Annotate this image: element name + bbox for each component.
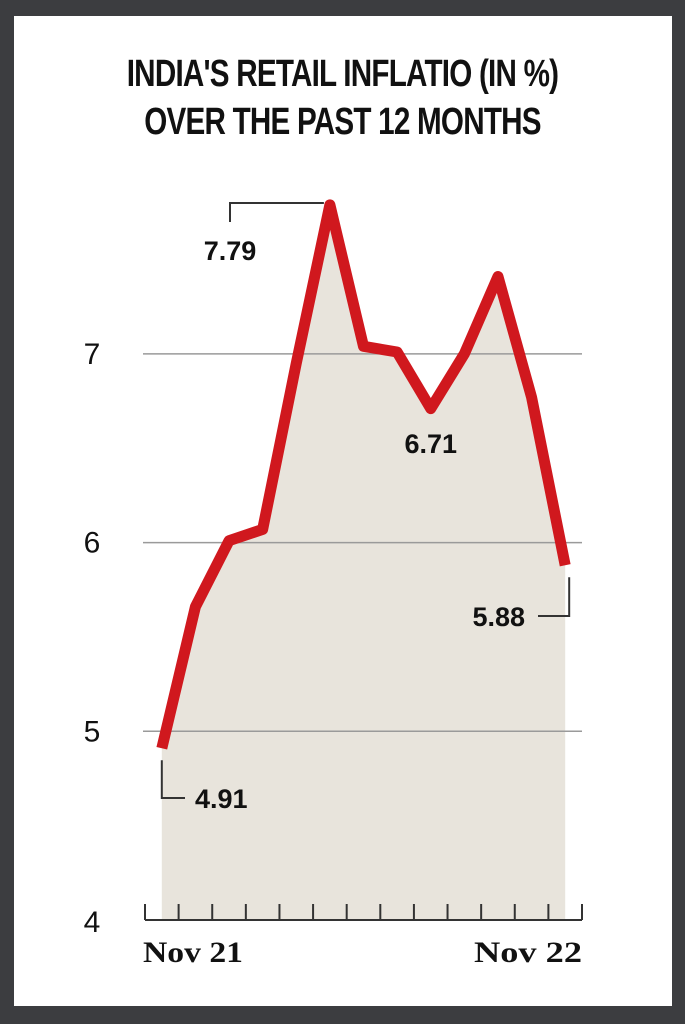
- chart-title: INDIA'S RETAIL INFLATIO (IN %) OVER THE …: [75, 50, 609, 146]
- annotation-label: 5.88: [472, 602, 525, 632]
- annotation-label: 6.71: [404, 429, 457, 459]
- y-tick-label: 5: [84, 715, 101, 748]
- x-tick-label: Nov 22: [474, 936, 582, 969]
- annotation-label: 7.79: [204, 236, 257, 266]
- y-tick-label: 4: [84, 906, 101, 939]
- x-tick-label: Nov 21: [143, 936, 243, 969]
- y-tick-label: 6: [84, 527, 101, 560]
- annotation-leader: [229, 202, 324, 222]
- area-fill: [161, 204, 566, 920]
- annotation-leader: [160, 760, 185, 799]
- annotation-leader: [538, 577, 571, 617]
- title-line-1: INDIA'S RETAIL INFLATIO (IN %): [126, 53, 559, 95]
- annotation-label: 4.91: [195, 784, 248, 814]
- y-tick-label: 7: [84, 338, 101, 371]
- title-line-2: OVER THE PAST 12 MONTHS: [144, 101, 541, 143]
- inflation-line: [156, 199, 571, 750]
